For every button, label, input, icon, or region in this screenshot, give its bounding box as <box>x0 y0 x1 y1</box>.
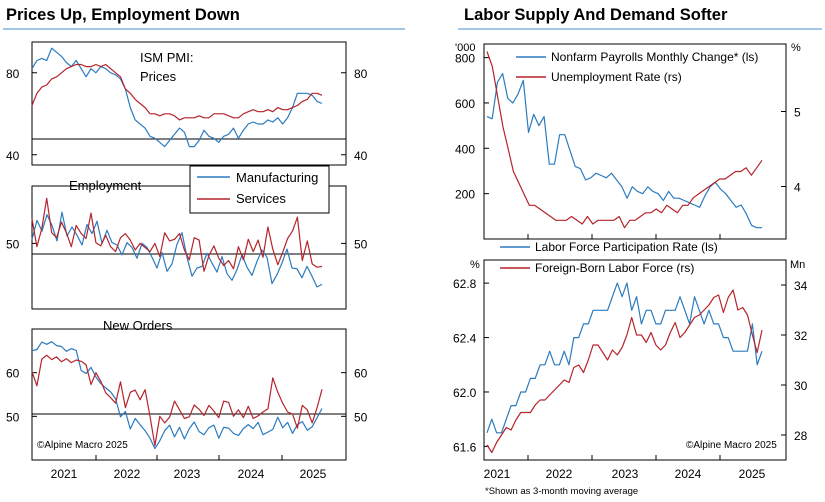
panel-new-orders: New Orders ©Alpine Macro 2025 50 50 60 60 <box>6 318 368 461</box>
supply-tick-label-left-62.8: 62.8 <box>453 277 477 291</box>
left-year-label-2021: 2021 <box>51 467 78 481</box>
employment-manufacturing-line <box>31 211 323 288</box>
panel-employment: Employment 50 50 <box>6 178 368 310</box>
legend-unemployment-label: Unemployment Rate (rs) <box>551 70 682 84</box>
left-year-label-2023: 2023 <box>174 467 201 481</box>
left-year-label-2024: 2024 <box>238 467 265 481</box>
legend-payrolls-label: Nonfarm Payrolls Monthly Change* (ls) <box>551 50 758 64</box>
panel-prices: ISM PMI: Prices 40 40 80 80 <box>6 41 368 166</box>
prices-tick-label-left-80: 80 <box>6 67 20 81</box>
legend-manufacturing-label: Manufacturing <box>236 170 318 185</box>
demand-tick-label-left-600: 600 <box>455 97 475 111</box>
left-x-axis: 2021 2022 2023 2024 2025 <box>51 455 327 481</box>
demand-nonfarm-payrolls-monthly-change-ls-line <box>486 72 762 229</box>
legend-lfpr-label: Labor Force Participation Rate (ls) <box>535 240 718 254</box>
new-orders-tick-label-right-50: 50 <box>354 410 368 424</box>
panel-labor-supply: % Mn Labor Force Participation Rate (ls)… <box>453 240 808 461</box>
demand-tick-label-left-800: 800 <box>455 52 475 66</box>
left-legend: Manufacturing Services <box>189 165 330 214</box>
demand-left-unit: '000 <box>455 42 475 54</box>
left-credit: ©Alpine Macro 2025 <box>37 440 128 451</box>
right-chart-title: Labor Supply And Demand Softer <box>464 6 728 24</box>
new-orders-tick-label-left-60: 60 <box>6 367 20 381</box>
new-orders-tick-label-right-60: 60 <box>354 367 368 381</box>
supply-tick-label-left-62.4: 62.4 <box>453 332 477 346</box>
right-year-label-2025: 2025 <box>739 467 766 481</box>
supply-tick-label-right-32: 32 <box>794 329 808 343</box>
new-orders-tick-label-left-50: 50 <box>6 410 20 424</box>
supply-tick-label-left-62.0: 62.0 <box>453 386 477 400</box>
prices-manufacturing-line <box>31 47 323 148</box>
supply-tick-label-left-61.6: 61.6 <box>453 440 477 454</box>
new-orders-services-line <box>31 354 323 447</box>
prices-panel-subtitle: Prices <box>140 69 177 84</box>
left-year-label-2022: 2022 <box>114 467 141 481</box>
employment-tick-label-left-50: 50 <box>6 237 20 251</box>
right-x-axis: 2021 2022 2023 2024 2025 <box>484 234 766 481</box>
employment-tick-label-right-50: 50 <box>354 237 368 251</box>
right-year-label-2023: 2023 <box>612 467 639 481</box>
supply-tick-label-right-34: 34 <box>794 279 808 293</box>
right-year-label-2021: 2021 <box>484 467 511 481</box>
right-credit: ©Alpine Macro 2025 <box>686 440 777 451</box>
prices-panel-title: ISM PMI: <box>140 50 193 65</box>
supply-labor-force-participation-rate-ls-line <box>486 282 763 434</box>
demand-tick-label-left-400: 400 <box>455 142 475 156</box>
supply-foreign-born-labor-force-rs-line <box>486 289 763 454</box>
prices-tick-label-left-40: 40 <box>6 149 20 163</box>
demand-tick-label-right-5: 5 <box>794 106 801 120</box>
right-year-label-2022: 2022 <box>546 467 573 481</box>
employment-panel-title: Employment <box>69 178 142 193</box>
employment-services-line <box>31 197 323 272</box>
prices-services-line <box>31 63 323 121</box>
demand-tick-label-left-200: 200 <box>455 188 475 202</box>
demand-right-unit: % <box>791 42 801 54</box>
footnote: *Shown as 3-month moving average <box>485 486 638 497</box>
new-orders-manufacturing-line <box>31 341 323 450</box>
legend-services-label: Services <box>236 191 286 206</box>
left-chart-title: Prices Up, Employment Down <box>6 6 240 24</box>
right-year-label-2024: 2024 <box>675 467 702 481</box>
left-year-label-2025: 2025 <box>300 467 327 481</box>
supply-tick-label-right-30: 30 <box>794 379 808 393</box>
demand-unemployment-rate-rs-line <box>486 51 763 229</box>
prices-tick-label-right-80: 80 <box>354 67 368 81</box>
supply-tick-label-right-28: 28 <box>794 429 808 443</box>
supply-left-unit: % <box>470 259 480 271</box>
supply-right-unit: Mn <box>790 259 805 271</box>
new-orders-panel-title: New Orders <box>103 318 173 333</box>
prices-tick-label-right-40: 40 <box>354 149 368 163</box>
legend-foreign-born-label: Foreign-Born Labor Force (rs) <box>535 261 694 275</box>
demand-tick-label-right-4: 4 <box>794 181 801 195</box>
panel-labor-demand: '000 % Nonfarm Payrolls Monthly Change* … <box>455 42 801 240</box>
